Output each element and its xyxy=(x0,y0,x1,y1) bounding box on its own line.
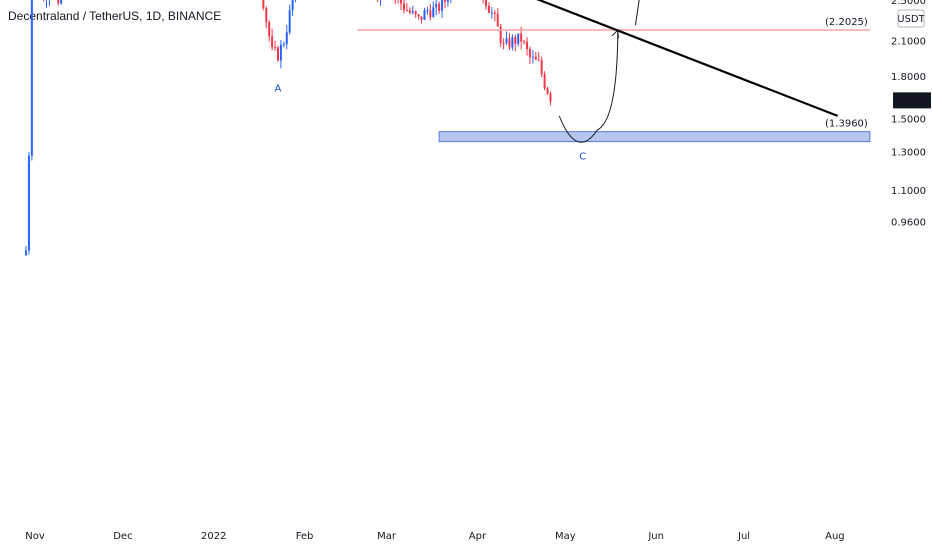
candle-body xyxy=(537,59,540,61)
candle-body xyxy=(487,6,490,13)
chart-title: Decentraland / TetherUS, 1D, BINANCE xyxy=(8,9,222,23)
time-tick-label: Jun xyxy=(647,531,664,542)
candle-body xyxy=(435,3,438,8)
candle-body xyxy=(423,10,426,20)
candle-body xyxy=(268,22,271,37)
candle-body xyxy=(508,38,511,48)
candle-body xyxy=(274,47,277,49)
candle-body xyxy=(526,41,529,49)
price-tick-label: 0.9600 xyxy=(891,218,926,229)
candle-body xyxy=(517,33,520,44)
price-tick-label: 1.3000 xyxy=(891,148,926,159)
candle-body xyxy=(405,10,408,12)
candle-body xyxy=(27,155,30,251)
candle-body xyxy=(505,38,508,44)
candle-body xyxy=(429,10,432,17)
candle-body xyxy=(511,36,514,48)
candle-body xyxy=(514,36,517,44)
candle-body xyxy=(426,10,429,12)
candle-body xyxy=(549,93,552,102)
candle-body xyxy=(432,7,435,17)
candles-layer xyxy=(25,0,552,257)
candle-body xyxy=(400,0,403,4)
descending-trendline[interactable] xyxy=(93,0,839,117)
resistance-label: (2.2025) xyxy=(825,17,868,28)
time-tick-label: Nov xyxy=(25,531,45,542)
candle-body xyxy=(30,0,33,156)
price-axis[interactable]: USDT6.50005.50004.50003.50002.90002.5000… xyxy=(891,0,931,229)
candle-body xyxy=(502,42,505,44)
time-tick-label: May xyxy=(555,531,576,542)
time-tick-label: 2022 xyxy=(201,531,226,542)
price-tick-label: 1.5000 xyxy=(891,114,926,125)
projection-arrow-line[interactable] xyxy=(634,0,656,26)
wave-label-a: A xyxy=(275,83,282,94)
candle-body xyxy=(60,0,63,4)
last-price-tag[interactable] xyxy=(893,92,931,109)
candle-body xyxy=(265,8,268,23)
candle-body xyxy=(276,47,279,61)
candle-body xyxy=(411,11,414,13)
time-tick-label: Apr xyxy=(469,531,487,542)
wave-label-c: C xyxy=(579,151,586,162)
candle-body xyxy=(485,0,488,7)
time-tick-label: Dec xyxy=(113,531,132,542)
candle-body xyxy=(523,41,526,43)
candle-body xyxy=(546,88,549,94)
candle-body xyxy=(443,0,446,2)
time-tick-label: Feb xyxy=(296,531,314,542)
candle-body xyxy=(528,48,531,58)
projection-arrowhead-1 xyxy=(611,29,619,39)
candle-body xyxy=(446,0,449,2)
currency-box xyxy=(897,9,925,28)
time-tick-label: Mar xyxy=(377,531,397,542)
candle-body xyxy=(291,0,294,11)
candle-body xyxy=(420,16,423,20)
candle-body xyxy=(288,10,291,33)
candle-body xyxy=(543,74,546,89)
candle-body xyxy=(285,32,288,45)
price-tick-label: 2.5000 xyxy=(891,0,926,7)
candle-body xyxy=(540,60,543,75)
drawings-layer: (1.3960)(2.2025)ABC xyxy=(93,0,871,162)
candle-body xyxy=(531,56,534,58)
candle-body xyxy=(438,3,441,11)
candle-body xyxy=(282,44,285,46)
last-price-label: 1.6253 xyxy=(895,96,930,107)
candle-body xyxy=(534,56,537,60)
price-tick-label: 1.1000 xyxy=(891,186,926,197)
candle-body xyxy=(496,13,499,27)
candle-body xyxy=(493,12,496,14)
price-tick-label: 1.8000 xyxy=(891,72,926,83)
candle-body xyxy=(279,44,282,61)
candle-body xyxy=(57,0,60,4)
candle-body xyxy=(25,250,27,256)
candle-body xyxy=(414,11,417,15)
currency-label[interactable]: USDT xyxy=(897,14,925,25)
support-label: (1.3960) xyxy=(825,119,868,130)
price-tick-label: 2.1000 xyxy=(891,37,926,48)
candle-body xyxy=(262,0,265,9)
support-zone[interactable] xyxy=(438,131,871,143)
candle-body xyxy=(441,0,444,11)
candle-body xyxy=(402,3,405,11)
time-tick-label: Aug xyxy=(825,531,845,542)
candle-body xyxy=(408,10,411,13)
projection-curve[interactable] xyxy=(558,30,619,143)
candle-body xyxy=(271,36,274,48)
time-axis[interactable]: Nov Dec 2022 Feb Mar Apr May Jun Jul Aug xyxy=(25,531,844,542)
time-tick-label: Jul xyxy=(737,531,750,542)
candle-body xyxy=(417,14,420,17)
candle-body xyxy=(499,26,502,43)
candle-body xyxy=(490,12,493,14)
candle-body xyxy=(520,33,523,42)
